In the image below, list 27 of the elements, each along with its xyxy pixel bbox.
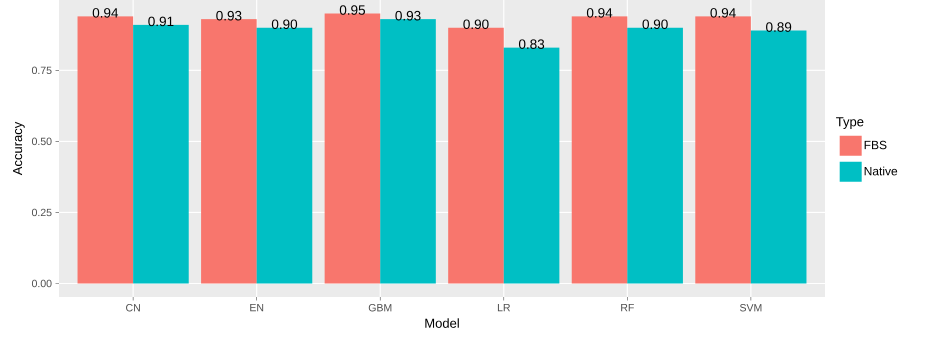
data-label: 0.91	[148, 16, 174, 26]
data-label: 0.94	[710, 8, 736, 18]
data-label: 0.95	[340, 5, 365, 15]
data-label: 0.93	[216, 10, 242, 20]
data-label: 0.94	[92, 8, 118, 18]
legend-label: Native	[864, 166, 898, 176]
data-label: 0.90	[272, 19, 298, 29]
y-tick-label: 0.00	[32, 280, 52, 288]
y-tick-label: 0.50	[32, 138, 52, 146]
x-tick-label: RF	[621, 304, 634, 312]
data-label: 0.90	[642, 19, 668, 29]
y-tick-label: 0.75	[32, 66, 52, 74]
y-axis-title: Accuracy	[13, 122, 25, 176]
data-label: 0.93	[395, 10, 421, 20]
data-label: 0.83	[518, 39, 544, 49]
data-label: 0.89	[766, 22, 792, 32]
data-label: 0.94	[586, 8, 612, 18]
legend-title: Type	[836, 117, 864, 129]
x-tick-label: CN	[126, 304, 140, 312]
data-label: 0.90	[463, 19, 489, 29]
legend-label: FBS	[864, 140, 886, 150]
x-tick-label: LR	[498, 304, 510, 312]
y-tick-label: 0.25	[32, 208, 52, 216]
x-axis-title: Model	[425, 318, 459, 328]
x-tick-label: GBM	[368, 304, 392, 312]
x-tick-label: EN	[250, 304, 264, 312]
x-tick-label: SVM	[740, 304, 762, 312]
